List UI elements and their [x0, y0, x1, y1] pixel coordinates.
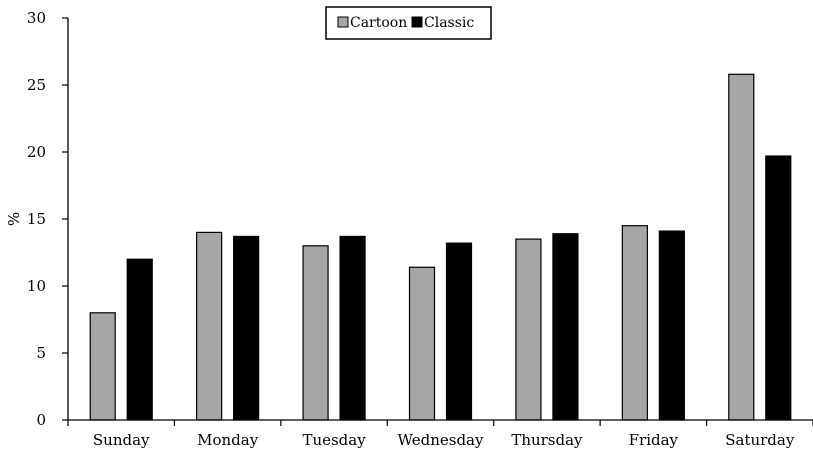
- y-tick-label: 5: [36, 344, 46, 362]
- x-tick-label: Sunday: [93, 431, 150, 449]
- x-tick-label: Thursday: [511, 431, 583, 449]
- y-tick-label: 0: [36, 411, 46, 429]
- x-tick-label: Friday: [629, 431, 679, 449]
- y-tick-label: 20: [27, 143, 46, 161]
- bar-cartoon-friday: [621, 225, 648, 421]
- y-tick-label: 15: [27, 210, 46, 228]
- legend-box: [325, 6, 492, 40]
- bar-classic-saturday: [765, 155, 792, 421]
- x-tick-label: Wednesday: [398, 431, 484, 449]
- bar-classic-wednesday: [445, 242, 473, 421]
- bar-classic-monday: [233, 235, 260, 421]
- bar-classic-thursday: [552, 233, 579, 421]
- bars-group: [89, 73, 792, 421]
- legend-label-classic: Classic: [424, 15, 474, 31]
- x-tick-label: Monday: [197, 431, 259, 449]
- bar-cartoon-tuesday: [302, 245, 329, 421]
- legend-label-cartoon: Cartoon: [350, 15, 407, 31]
- axes-group: 0 5 10 15 20 25 30 Sunday Monday Tuesday Wednesday…: [5, 9, 813, 449]
- bar-cartoon-monday: [196, 231, 223, 421]
- legend-swatch-cartoon: [337, 16, 349, 28]
- legend: Cartoon Classic: [325, 6, 492, 40]
- x-tick-label: Tuesday: [302, 431, 366, 449]
- bar-classic-tuesday: [339, 235, 366, 421]
- y-tick-label: 30: [27, 9, 46, 27]
- bar-cartoon-wednesday: [408, 266, 436, 421]
- x-tick-label: Saturday: [725, 431, 795, 449]
- bar-classic-sunday: [126, 258, 153, 421]
- y-tick-label: 25: [27, 76, 46, 94]
- bar-cartoon-thursday: [515, 238, 542, 421]
- bar-cartoon-saturday: [728, 73, 755, 421]
- y-axis-label: %: [5, 212, 23, 226]
- bar-classic-friday: [658, 230, 685, 421]
- legend-swatch-classic: [411, 16, 423, 28]
- bar-cartoon-sunday: [89, 312, 116, 421]
- y-tick-label: 10: [27, 277, 46, 295]
